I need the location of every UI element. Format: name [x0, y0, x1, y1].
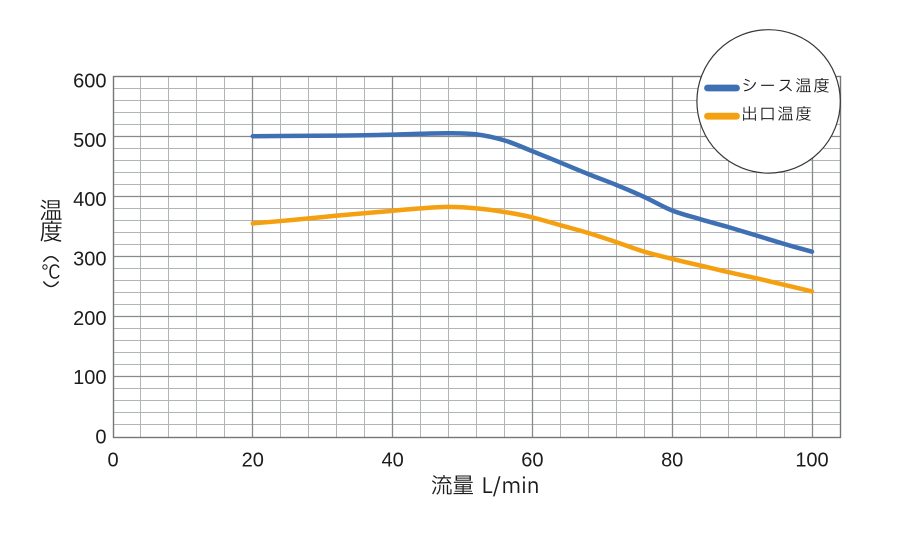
svg-text:600: 600	[73, 70, 106, 92]
svg-text:200: 200	[73, 308, 106, 330]
svg-text:20: 20	[242, 450, 264, 472]
svg-text:0: 0	[95, 427, 106, 449]
svg-text:500: 500	[73, 130, 106, 152]
svg-text:0: 0	[107, 450, 118, 472]
svg-text:400: 400	[73, 189, 106, 211]
svg-text:300: 300	[73, 249, 106, 271]
svg-text:100: 100	[795, 450, 828, 472]
svg-text:40: 40	[381, 450, 403, 472]
svg-text:100: 100	[73, 367, 106, 389]
svg-text:60: 60	[521, 450, 543, 472]
svg-text:80: 80	[661, 450, 683, 472]
